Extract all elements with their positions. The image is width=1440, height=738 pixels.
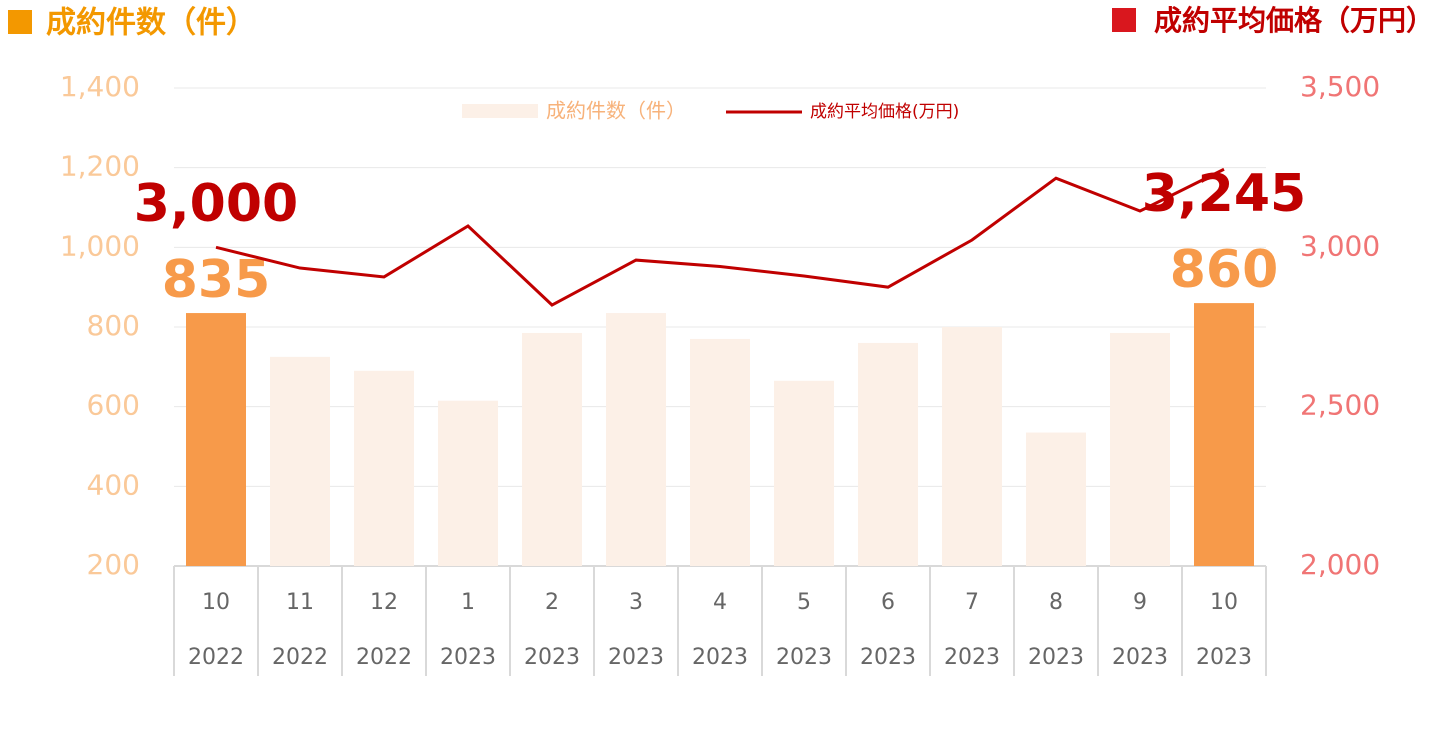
bar bbox=[1194, 303, 1254, 566]
bar-value-label: 860 bbox=[1170, 240, 1279, 300]
y-tick-label: 1,200 bbox=[60, 150, 140, 183]
x-year-label: 2022 bbox=[356, 645, 412, 670]
bar bbox=[942, 327, 1002, 566]
x-tick-label: 5 bbox=[797, 590, 811, 615]
x-tick-label: 6 bbox=[881, 590, 895, 615]
x-tick-label: 9 bbox=[1133, 590, 1147, 615]
x-tick-label: 10 bbox=[202, 590, 230, 615]
y2-tick-label: 2,000 bbox=[1300, 548, 1380, 581]
y2-axis-title: 成約平均価格（万円） bbox=[1154, 4, 1434, 37]
ylabel-marker bbox=[8, 10, 32, 34]
bar bbox=[438, 400, 498, 566]
bar bbox=[186, 313, 246, 566]
x-year-label: 2023 bbox=[608, 645, 664, 670]
y2label-marker bbox=[1112, 8, 1136, 32]
y-tick-label: 800 bbox=[87, 309, 140, 342]
y-tick-label: 400 bbox=[87, 468, 140, 501]
x-tick-label: 4 bbox=[713, 590, 727, 615]
x-tick-label: 1 bbox=[461, 590, 475, 615]
y-tick-label: 1,000 bbox=[60, 229, 140, 262]
y-tick-label: 200 bbox=[87, 548, 140, 581]
x-year-label: 2023 bbox=[1028, 645, 1084, 670]
x-year-label: 2023 bbox=[944, 645, 1000, 670]
bar bbox=[522, 332, 582, 566]
y-axis-title: 成約件数（件） bbox=[46, 6, 256, 41]
y-tick-label: 600 bbox=[87, 389, 140, 422]
bar bbox=[606, 313, 666, 566]
x-tick-label: 12 bbox=[370, 590, 398, 615]
line-value-label: 3,000 bbox=[134, 174, 298, 234]
x-year-label: 2023 bbox=[860, 645, 916, 670]
y2-tick-label: 3,000 bbox=[1300, 229, 1380, 262]
y2-tick-label: 2,500 bbox=[1300, 389, 1380, 422]
bar bbox=[774, 380, 834, 566]
bar bbox=[354, 370, 414, 566]
bar bbox=[858, 342, 918, 566]
y-tick-label: 1,400 bbox=[60, 70, 140, 103]
bar bbox=[1026, 432, 1086, 566]
line bbox=[215, 167, 1225, 307]
x-year-label: 2023 bbox=[440, 645, 496, 670]
bar-value-label: 835 bbox=[162, 250, 271, 310]
y2-tick-label: 3,500 bbox=[1300, 70, 1380, 103]
x-tick-label: 2 bbox=[545, 590, 559, 615]
legend-label: 成約件数（件） bbox=[546, 99, 686, 123]
x-tick-label: 10 bbox=[1210, 590, 1238, 615]
x-year-label: 2023 bbox=[1112, 645, 1168, 670]
x-tick-label: 7 bbox=[965, 590, 979, 615]
bar bbox=[690, 338, 750, 566]
legend-swatch bbox=[462, 104, 538, 118]
x-tick-label: 11 bbox=[286, 590, 314, 615]
x-year-label: 2022 bbox=[272, 645, 328, 670]
x-year-label: 2023 bbox=[692, 645, 748, 670]
x-year-label: 2023 bbox=[524, 645, 580, 670]
x-year-label: 2023 bbox=[1196, 645, 1252, 670]
bar bbox=[270, 356, 330, 566]
x-tick-label: 8 bbox=[1049, 590, 1063, 615]
line-value-label: 3,245 bbox=[1142, 164, 1306, 224]
x-year-label: 2023 bbox=[776, 645, 832, 670]
x-year-label: 2022 bbox=[188, 645, 244, 670]
bar bbox=[1110, 332, 1170, 566]
legend-label: 成約平均価格(万円) bbox=[810, 102, 959, 122]
x-tick-label: 3 bbox=[629, 590, 643, 615]
